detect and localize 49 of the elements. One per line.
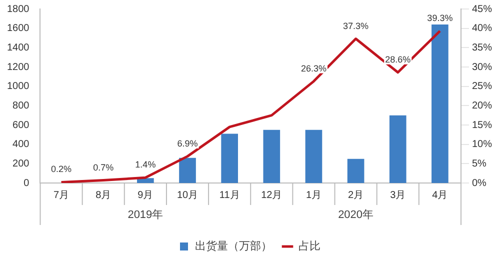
data-label: 37.3% [343, 20, 369, 31]
bar [221, 134, 238, 183]
bar [179, 158, 196, 183]
legend-label: 出货量（万部） [195, 240, 272, 253]
data-label: 28.6% [385, 54, 411, 64]
bar [347, 158, 364, 183]
y-tick-label: 400 [12, 139, 30, 150]
x-tick-label: 10月 [176, 190, 198, 201]
data-label: 6.9% [177, 138, 198, 148]
data-label: 0.7% [93, 162, 114, 172]
y2-tick-label: 0% [472, 178, 487, 189]
y2-tick-label: 35% [472, 42, 492, 54]
legend-label: 占比 [298, 240, 320, 253]
y-tick-label: 1800 [6, 4, 30, 15]
y2-tick-label: 20% [472, 100, 492, 112]
y-tick-label: 1600 [6, 23, 30, 34]
data-label: 39.3% [427, 13, 453, 24]
y2-tick-label: 5% [472, 158, 487, 170]
y2-tick-label: 15% [472, 120, 492, 131]
data-label: 26.3% [300, 63, 326, 74]
y-tick-label: 800 [12, 100, 30, 112]
text: 2019年 [128, 209, 164, 222]
y2-tick-label: 25% [472, 81, 492, 92]
x-tick-label: 12月 [261, 190, 282, 201]
text: 2020年 [338, 209, 374, 222]
y-tick-label: 600 [12, 120, 30, 131]
y2-tick-label: 30% [472, 62, 492, 73]
y-tick-label: 1000 [6, 81, 30, 92]
x-tick-label: 8月 [96, 190, 112, 201]
x-tick-label: 11月 [219, 190, 240, 201]
y-tick-label: 1400 [6, 42, 30, 54]
x-tick-label: 2月 [348, 190, 364, 201]
y2-tick-label: 10% [472, 139, 492, 150]
data-label: 1.4% [135, 160, 156, 170]
bar [432, 24, 448, 183]
bar [263, 130, 280, 183]
x-tick-label: 9月 [138, 190, 154, 201]
x-tick-label: 4月 [432, 190, 448, 201]
bar [305, 130, 322, 183]
y-tick-label: 1200 [6, 62, 30, 73]
bar [389, 115, 406, 183]
x-tick-label: 3月 [390, 190, 406, 201]
y-tick-label: 0 [24, 178, 30, 189]
x-tick-label: 1月 [306, 190, 322, 201]
y-tick-label: 200 [12, 158, 30, 170]
data-label: 0.2% [51, 164, 72, 174]
y2-tick-label: 45% [472, 4, 492, 15]
x-tick-label: 7月 [54, 190, 70, 201]
y2-tick-label: 40% [472, 23, 492, 34]
